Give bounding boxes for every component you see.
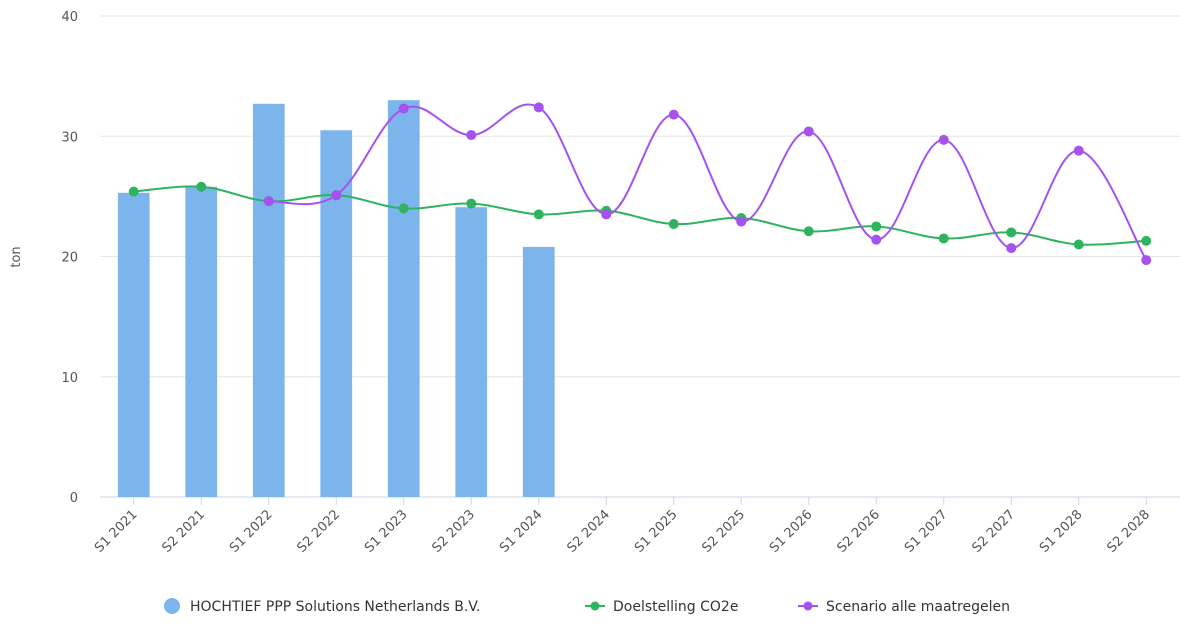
line: [133, 185, 1147, 246]
point: [1141, 235, 1152, 246]
x-tick-label: S1 2025: [632, 507, 681, 556]
legend-symbol: [590, 601, 600, 611]
point: [871, 234, 882, 245]
point: [871, 221, 882, 232]
point: [938, 233, 949, 244]
y-tick-label: 10: [61, 371, 78, 386]
legend-label: HOCHTIEF PPP Solutions Netherlands B.V.: [190, 599, 481, 615]
point: [533, 102, 544, 113]
y-tick-label: 30: [61, 130, 78, 145]
point: [1006, 227, 1017, 238]
legend-symbol: [164, 598, 180, 614]
x-tick-label: S1 2023: [362, 507, 411, 556]
point: [196, 181, 207, 192]
x-tick-label: S2 2023: [429, 507, 478, 556]
legend-label: Doelstelling CO2e: [613, 599, 738, 615]
y-tick-label: 0: [70, 491, 78, 506]
x-tick-label: S2 2021: [159, 507, 208, 556]
x-tick-label: S1 2026: [767, 507, 816, 556]
y-tick-label: 20: [61, 251, 78, 266]
y-tick-label: 40: [61, 10, 78, 25]
x-tick-label: S1 2028: [1037, 507, 1086, 556]
point: [398, 203, 409, 214]
point: [263, 196, 274, 207]
point: [803, 226, 814, 237]
bar: [455, 207, 488, 497]
x-tick-label: S1 2021: [92, 507, 141, 556]
x-tick-label: S2 2027: [969, 507, 1018, 556]
x-tick-label: S2 2025: [699, 507, 748, 556]
bar: [185, 186, 218, 497]
legend-label: Scenario alle maatregelen: [826, 599, 1010, 615]
y-axis-label: ton: [9, 246, 24, 267]
point: [1073, 239, 1084, 250]
x-tick-label: S2 2026: [834, 507, 883, 556]
point: [601, 209, 612, 220]
bar: [252, 103, 285, 497]
x-tick-label: S1 2024: [497, 507, 546, 556]
x-tick-label: S2 2024: [564, 507, 613, 556]
point: [803, 126, 814, 137]
x-tick-label: S1 2027: [902, 507, 951, 556]
point: [736, 216, 747, 227]
point: [533, 209, 544, 220]
point: [466, 130, 477, 141]
bar: [117, 192, 150, 497]
point: [668, 109, 679, 120]
point: [1073, 145, 1084, 156]
point: [1141, 255, 1152, 266]
point: [331, 190, 342, 201]
bar: [522, 246, 555, 497]
point: [466, 198, 477, 209]
x-tick-label: S1 2022: [227, 507, 276, 556]
point: [1006, 243, 1017, 254]
point: [128, 186, 139, 197]
x-tick-label: S2 2028: [1104, 507, 1153, 556]
point: [398, 103, 409, 114]
bar: [387, 100, 420, 498]
x-tick-label: S2 2022: [294, 507, 343, 556]
point: [938, 134, 949, 145]
point: [668, 219, 679, 230]
legend-symbol: [803, 601, 813, 611]
